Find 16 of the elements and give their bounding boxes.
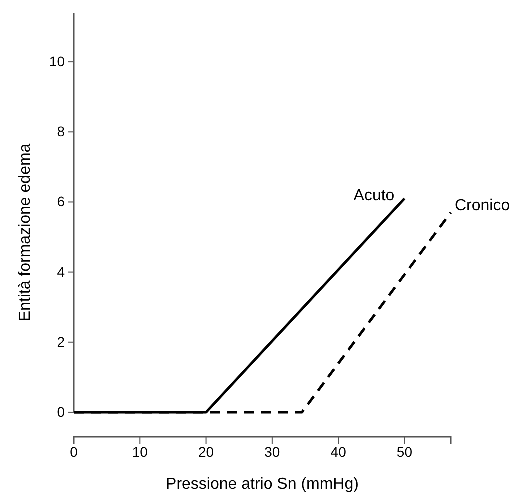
y-tick-label: 2 [57, 334, 66, 350]
series-label: Acuto [354, 188, 395, 205]
x-tick-label: 0 [70, 444, 78, 460]
y-tick-label: 4 [57, 264, 66, 280]
x-tick-label: 50 [396, 444, 413, 460]
y-tick-label: 10 [49, 54, 66, 70]
y-tick-label: 0 [57, 404, 66, 420]
x-axis-title: Pressione atrio Sn (mmHg) [166, 476, 359, 493]
x-tick-label: 40 [330, 444, 347, 460]
series-label: Cronico [455, 198, 510, 215]
x-tick-label: 20 [198, 444, 214, 460]
y-tick-label: 8 [57, 124, 66, 140]
y-tick-label: 6 [57, 194, 66, 210]
x-tick-label: 30 [264, 444, 280, 460]
y-axis-title: Entità formazione edema [17, 144, 34, 322]
x-tick-label: 10 [132, 444, 148, 460]
